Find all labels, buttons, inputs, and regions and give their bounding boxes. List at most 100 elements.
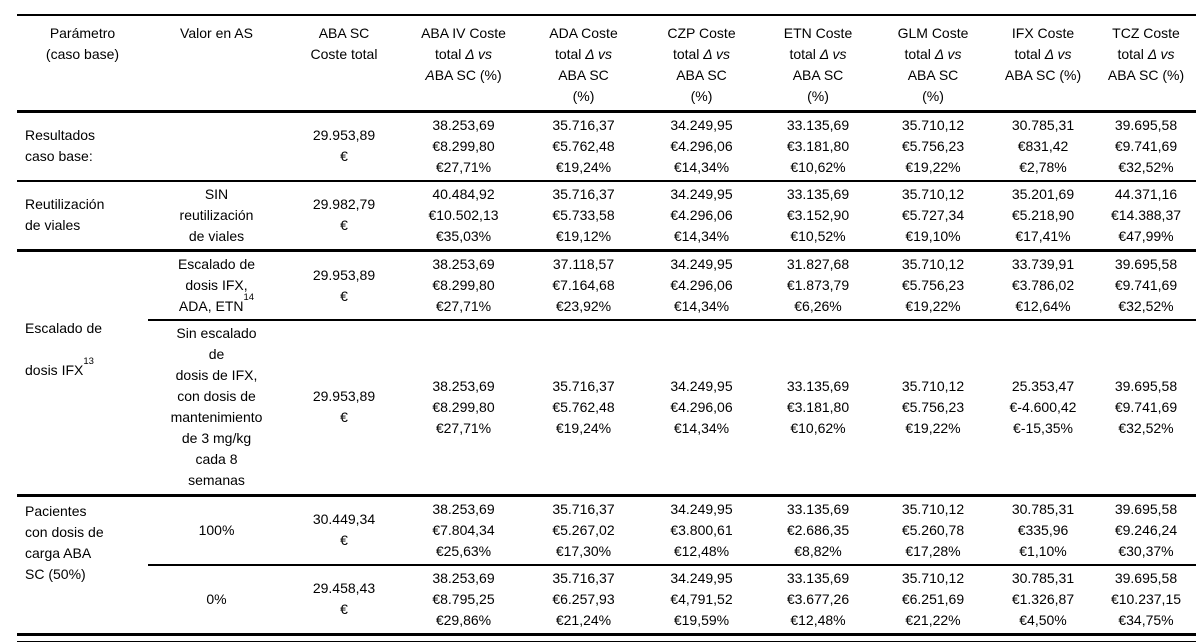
cell-base-ada: 35.716,37 €5.762,48 €19,24%	[552, 116, 615, 175]
cell-base-tcz: 39.695,58 €9.741,69 €32,52%	[1114, 116, 1178, 175]
cell-viales-czp: 34.249,95 €4.296,06 €14,34%	[643, 179, 760, 251]
cell-escalado2-aba-iv: 38.253,69 €8.299,80 €27,71%	[403, 319, 524, 495]
header-text: ABA SC (%)	[1004, 67, 1082, 83]
cell-escalado1-ada: 37.118,57 €7.164,68 €23,92%	[524, 249, 643, 320]
header-row: Parámetro (caso base) Valor en AS ABA SC…	[17, 15, 1196, 113]
row-reutilizacion-viales: Reutilización de viales SIN reutilizació…	[17, 179, 1196, 251]
cell-escalado1-aba-iv: 38.253,69 €8.299,80 €27,71%	[403, 249, 524, 320]
cell-carga1-aba-sc: 30.449,34 €	[285, 493, 403, 565]
cell-base-aba-sc: 29.953,89 €	[312, 127, 376, 164]
cell-escalado2-ifx: 25.353,47 €-4.600,42 €-15,35%	[990, 319, 1096, 495]
cell-base-glm: 35.710,12 €5.756,23 €19,22%	[901, 116, 965, 175]
cell-escalado2-valor: Sin escalado de dosis de IFX, con dosis …	[148, 319, 285, 495]
cell-carga2-aba-sc: 29.458,43 €	[285, 563, 403, 634]
cell-base-ifx: 30.785,31 €831,42 €2,78%	[1011, 116, 1075, 175]
cell-viales-etn: 33.135,69 €3.152,90 €10,52%	[760, 179, 876, 251]
header-text: ABA SC (%)	[558, 67, 609, 104]
cell-carga1-tcz: 39.695,58 €9.246,24 €30,37%	[1096, 493, 1196, 565]
valor-text: Escalado de dosis IFX, ADA, ETN	[177, 256, 256, 314]
header-delta-vs-italic: Δ vs	[703, 46, 731, 62]
header-italic-segment: A	[425, 67, 435, 83]
header-text: IFX Coste total	[1011, 25, 1075, 62]
col-header-ada: ADA Coste total Δ vs ABA SC (%)	[524, 15, 643, 113]
sensitivity-analysis-table-wrapper: Parámetro (caso base) Valor en AS ABA SC…	[17, 14, 1196, 642]
cell-escalado1-ifx: 33.739,91 €3.786,02 €12,64%	[990, 249, 1096, 320]
cell-carga1-ada: 35.716,37 €5.267,02 €17,30%	[524, 493, 643, 565]
cell-carga2-ifx: 30.785,31 €1.326,87 €4,50%	[990, 563, 1096, 634]
row-escalado-sub2: Sin escalado de dosis de IFX, con dosis …	[17, 319, 1196, 495]
header-delta-vs-italic: Δ vs	[1147, 46, 1175, 62]
cell-escalado1-glm: 35.710,12 €5.756,23 €19,22%	[876, 249, 990, 320]
col-header-czp: CZP Coste total Δ vs ABA SC (%)	[643, 15, 760, 113]
header-delta-vs-italic: Δ vs	[934, 46, 962, 62]
cell-carga1-aba-iv: 38.253,69 €7.804,34 €25,63%	[403, 493, 524, 565]
cell-carga2-valor: 0%	[148, 563, 285, 634]
cell-escalado2-aba-sc: 29.953,89 €	[285, 319, 403, 495]
cell-carga2-glm: 35.710,12 €6.251,69 €21,22%	[876, 563, 990, 634]
header-text: TCZ Coste total	[1112, 25, 1180, 62]
cell-carga-parametro: Pacientes con dosis de carga ABA SC (50%…	[17, 493, 148, 634]
cell-escalado2-etn: 33.135,69 €3.181,80 €10,62%	[760, 319, 876, 495]
cell-carga1-czp: 34.249,95 €3.800,61 €12,48%	[643, 493, 760, 565]
header-text: ABA SC (%)	[676, 67, 727, 104]
param-text: Escalado de dosis IFX	[25, 320, 103, 378]
cell-carga2-czp: 34.249,95 €4,791,52 €19,59%	[643, 563, 760, 634]
header-text: ADA Coste total	[549, 25, 618, 62]
cell-escalado-parametro: Escalado de dosis IFX13	[17, 249, 148, 495]
cell-viales-valor: SIN reutilización de viales	[148, 179, 285, 251]
cell-viales-aba-iv: 40.484,92 €10.502,13 €35,03%	[403, 179, 524, 251]
cell-viales-ifx: 35.201,69 €5.218,90 €17,41%	[990, 179, 1096, 251]
cell-carga1-ifx: 30.785,31 €335,96 €1,10%	[990, 493, 1096, 565]
header-text: ABA IV Coste total	[421, 25, 506, 62]
header-delta-vs-italic: Δ vs	[819, 46, 847, 62]
header-delta-vs-italic: Δ vs	[465, 46, 493, 62]
cell-base-czp: 34.249,95 €4.296,06 €14,34%	[670, 116, 733, 175]
row-carga-sub2: 0% 29.458,43 € 38.253,69 €8.795,25 €29,8…	[17, 563, 1196, 634]
cell-escalado1-valor: Escalado de dosis IFX, ADA, ETN14	[148, 249, 285, 320]
cell-base-aba-iv: 38.253,69 €8.299,80 €27,71%	[432, 116, 495, 175]
header-text: ABA SC (%)	[1107, 67, 1185, 83]
footnote-ref-13: 13	[83, 356, 94, 368]
header-text: CZP Coste total	[667, 25, 736, 62]
header-delta-vs-italic: Δ vs	[1044, 46, 1072, 62]
cell-carga2-tcz: 39.695,58 €10.237,15 €34,75%	[1096, 563, 1196, 634]
header-text: ETN Coste total	[783, 25, 853, 62]
col-header-aba-sc: ABA SC Coste total	[285, 15, 403, 113]
col-header-etn: ETN Coste total Δ vs ABA SC (%)	[760, 15, 876, 113]
cell-carga1-glm: 35.710,12 €5.260,78 €17,28%	[876, 493, 990, 565]
cell-escalado2-czp: 34.249,95 €4.296,06 €14,34%	[643, 319, 760, 495]
col-header-aba-iv: ABA IV Coste total Δ vs ABA SC (%)	[403, 15, 524, 113]
cell-base-etn: 33.135,69 €3.181,80 €10,62%	[786, 116, 850, 175]
cell-viales-tcz: 44.371,16 €14.388,37 €47,99%	[1096, 179, 1196, 251]
cell-viales-parametro: Reutilización de viales	[17, 179, 148, 251]
row-resultados-caso-base: Resultados caso base: 29.953,89 € 38.253…	[17, 111, 1196, 181]
header-text: BA SC (%)	[434, 67, 502, 83]
cell-viales-ada: 35.716,37 €5.733,58 €19,12%	[524, 179, 643, 251]
cell-carga1-etn: 33.135,69 €2.686,35 €8,82%	[760, 493, 876, 565]
col-header-glm: GLM Coste total Δ vs ABA SC (%)	[876, 15, 990, 113]
cell-escalado1-czp: 34.249,95 €4.296,06 €14,34%	[643, 249, 760, 320]
cell-base-parametro: Resultados caso base:	[25, 127, 96, 164]
cell-escalado2-tcz: 39.695,58 €9.741,69 €32,52%	[1096, 319, 1196, 495]
col-header-parametro: Parámetro (caso base)	[17, 15, 148, 113]
cell-carga2-etn: 33.135,69 €3.677,26 €12,48%	[760, 563, 876, 634]
cell-escalado2-ada: 35.716,37 €5.762,48 €19,24%	[524, 319, 643, 495]
cell-escalado1-tcz: 39.695,58 €9.741,69 €32,52%	[1096, 249, 1196, 320]
cell-viales-aba-sc: 29.982,79 €	[285, 179, 403, 251]
header-text: GLM Coste total	[897, 25, 969, 62]
cell-base-valor	[148, 111, 285, 181]
footnote-ref-14: 14	[243, 292, 255, 304]
header-delta-vs-italic: Δ vs	[585, 46, 613, 62]
col-header-tcz: TCZ Coste total Δ vs ABA SC (%)	[1096, 15, 1196, 113]
cell-carga2-aba-iv: 38.253,69 €8.795,25 €29,86%	[403, 563, 524, 634]
cell-escalado2-glm: 35.710,12 €5.756,23 €19,22%	[876, 319, 990, 495]
cell-carga2-ada: 35.716,37 €6.257,93 €21,24%	[524, 563, 643, 634]
col-header-ifx: IFX Coste total Δ vs ABA SC (%)	[990, 15, 1096, 113]
cell-escalado1-aba-sc: 29.953,89 €	[285, 249, 403, 320]
col-header-valor-as: Valor en AS	[148, 15, 285, 113]
cost-sensitivity-table: Parámetro (caso base) Valor en AS ABA SC…	[17, 14, 1196, 636]
row-carga-sub1: Pacientes con dosis de carga ABA SC (50%…	[17, 493, 1196, 634]
row-escalado-sub1: Escalado de dosis IFX13 Escalado de dosi…	[17, 249, 1196, 495]
header-text: ABA SC (%)	[792, 67, 844, 104]
cell-escalado1-etn: 31.827,68 €1.873,79 €6,26%	[760, 249, 876, 320]
